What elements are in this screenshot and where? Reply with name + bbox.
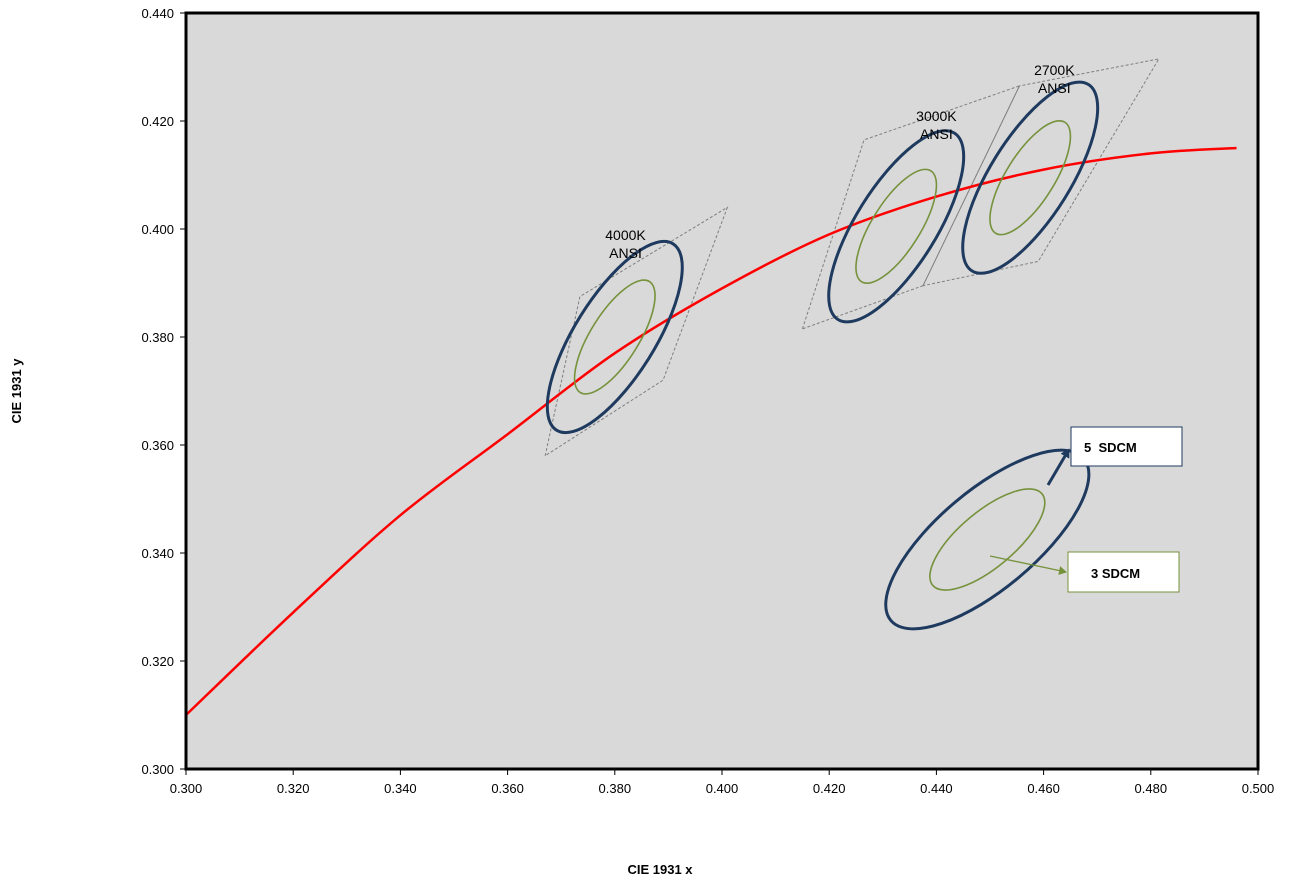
sdcm5-ellipse <box>827 129 966 324</box>
x-tick-label: 0.380 <box>599 781 632 796</box>
y-tick-label: 0.360 <box>141 438 174 453</box>
y-tick-label: 0.400 <box>141 222 174 237</box>
y-tick-label: 0.440 <box>141 6 174 21</box>
y-tick-label: 0.320 <box>141 654 174 669</box>
legend-3sdcm-arrow <box>989 555 1067 575</box>
x-tick-label: 0.300 <box>170 781 203 796</box>
x-tick-label: 0.360 <box>491 781 524 796</box>
legend-5sdcm-box <box>1070 426 1183 467</box>
plot-background <box>186 13 1258 769</box>
y-tick-label: 0.340 <box>141 546 174 561</box>
planckian-locus-line <box>186 146 1237 716</box>
macadam-ellipses <box>545 80 1100 435</box>
sdcm3-ellipse <box>855 168 938 285</box>
region-label-ansi: ANSI <box>920 126 953 142</box>
x-tick-label: 0.440 <box>920 781 953 796</box>
legend-5sdcm-arrow <box>1046 448 1070 486</box>
ansi-quadrangles <box>544 58 1160 457</box>
region-label-ansi: ANSI <box>1038 80 1071 96</box>
x-tick-label: 0.460 <box>1027 781 1060 796</box>
x-axis-ticks: 0.300 0.320 0.340 0.360 0.380 0.400 0.420 0.440… <box>170 769 1275 796</box>
sdcm-legend: 5 SDCM 3 SDCM <box>884 426 1183 631</box>
region-label-cct: 4000K <box>605 227 646 243</box>
sdcm5-ellipse <box>961 80 1100 275</box>
legend-sdcm3-ellipse <box>929 488 1046 591</box>
sdcm3-ellipse <box>573 279 656 395</box>
region-label-ansi: ANSI <box>609 245 642 261</box>
region-label-cct: 2700K <box>1034 62 1075 78</box>
ansi-quadrangle <box>801 85 1021 330</box>
region-label-cct: 3000K <box>916 108 957 124</box>
ansi-quadrangle <box>922 58 1160 287</box>
y-axis-title: CIE 1931 y <box>9 358 24 424</box>
region-labels: 4000K ANSI 3000K ANSI 2700K ANSI <box>605 62 1075 261</box>
sdcm3-ellipse <box>989 119 1072 236</box>
y-axis-ticks: 0.300 0.320 0.340 0.360 0.380 0.400 0.420 0.440 <box>141 6 186 777</box>
y-tick-label: 0.420 <box>141 114 174 129</box>
y-tick-label: 0.380 <box>141 330 174 345</box>
legend-5sdcm-label: 5 SDCM <box>1084 440 1137 455</box>
x-tick-label: 0.340 <box>384 781 417 796</box>
legend-3sdcm-label: 3 SDCM <box>1091 566 1140 581</box>
x-tick-label: 0.420 <box>813 781 846 796</box>
x-axis-title: CIE 1931 x <box>627 862 693 877</box>
x-tick-label: 0.400 <box>706 781 739 796</box>
x-tick-label: 0.480 <box>1135 781 1168 796</box>
legend-3sdcm-box <box>1067 551 1180 593</box>
x-tick-label: 0.500 <box>1242 781 1275 796</box>
ansi-quadrangle <box>544 206 729 457</box>
sdcm5-ellipse <box>545 239 684 435</box>
x-tick-label: 0.320 <box>277 781 310 796</box>
plot-frame <box>184 11 1260 771</box>
y-tick-label: 0.300 <box>141 762 174 777</box>
